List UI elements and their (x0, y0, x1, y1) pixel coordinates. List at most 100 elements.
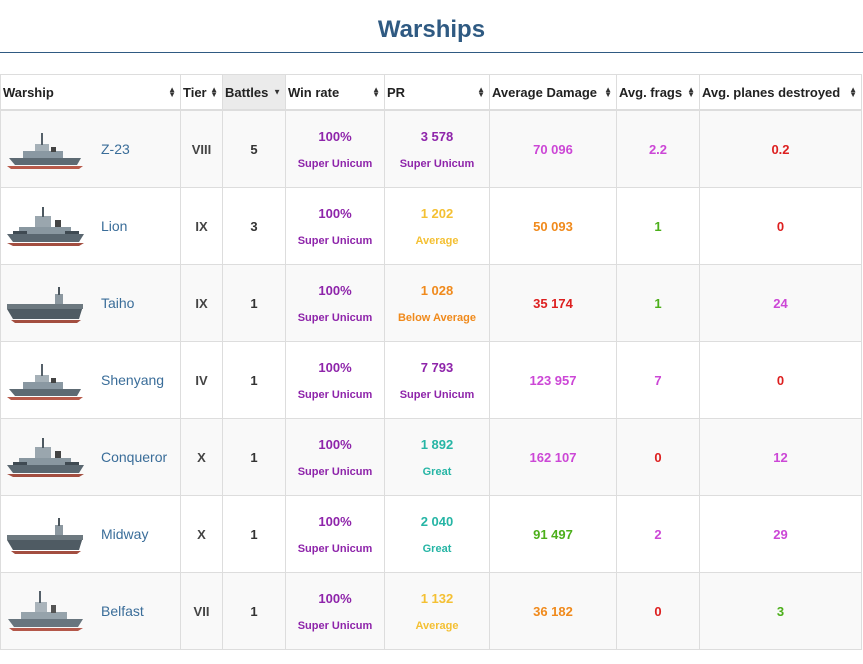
column-header-label: PR (387, 84, 406, 100)
winrate-value: 100% (318, 513, 352, 529)
battles-cell: 1 (222, 495, 286, 573)
pr-value: 7 793 (420, 359, 454, 375)
warships-table: Warship ▲ ▼ Tier ▲ ▼ Battles ▼ Win rate ▲ ▼ PR ▲ ▼ Ave… (0, 74, 862, 650)
sort-icon[interactable]: ▲ ▼ (849, 85, 857, 99)
column-header-avg-planes-destroyed[interactable]: Avg. planes destroyed ▲ ▼ (699, 74, 862, 111)
pr-cell: 2 040 Great (384, 495, 490, 573)
winrate-value: 100% (318, 128, 352, 144)
column-header-avg-frags[interactable]: Avg. frags ▲ ▼ (616, 74, 700, 111)
warship-name-link[interactable]: Z-23 (101, 141, 130, 157)
winrate-cell: 100% Super Unicum (285, 187, 385, 265)
pr-cell: 1 132 Average (384, 572, 490, 650)
winrate-rating-label: Super Unicum (297, 234, 373, 247)
average-damage-cell: 91 497 (489, 495, 617, 573)
page-title: Warships (0, 0, 863, 53)
sort-icon[interactable]: ▲ ▼ (477, 85, 485, 99)
avg-frags-cell: 7 (616, 341, 700, 419)
column-header-tier[interactable]: Tier ▲ ▼ (180, 74, 223, 111)
carrier-ship-icon (7, 287, 83, 323)
battles-cell: 1 (222, 572, 286, 650)
avg-frags-cell: 1 (616, 187, 700, 265)
average-damage-cell: 35 174 (489, 264, 617, 342)
warship-name-link[interactable]: Lion (101, 218, 128, 234)
winrate-rating-label: Super Unicum (297, 465, 373, 478)
column-header-label: Warship (3, 84, 54, 100)
column-header-average-damage[interactable]: Average Damage ▲ ▼ (489, 74, 617, 111)
warship-cell: Belfast (0, 572, 181, 650)
destroyer-ship-icon (7, 133, 83, 169)
battles-cell: 3 (222, 187, 286, 265)
table-body: Z-23 VIII 5 100% Super Unicum 3 578 Super Unic… (0, 109, 862, 650)
pr-cell: 3 578 Super Unicum (384, 109, 490, 188)
pr-cell: 7 793 Super Unicum (384, 341, 490, 419)
tier-cell: VII (180, 572, 223, 650)
sort-descending-icon[interactable]: ▼ (273, 87, 281, 97)
pr-rating-label: Average (415, 619, 459, 632)
winrate-rating-label: Super Unicum (297, 542, 373, 555)
winrate-cell: 100% Super Unicum (285, 418, 385, 496)
pr-value: 1 202 (420, 205, 454, 221)
average-damage-cell: 162 107 (489, 418, 617, 496)
warship-name-link[interactable]: Taiho (101, 295, 135, 311)
sort-icon[interactable]: ▲ ▼ (372, 85, 380, 99)
winrate-value: 100% (318, 359, 352, 375)
tier-cell: VIII (180, 109, 223, 188)
table-row: Belfast VII 1 100% Super Unicum 1 132 Average 3… (0, 572, 862, 650)
warship-name-link[interactable]: Shenyang (101, 372, 165, 388)
warship-cell: Lion (0, 187, 181, 265)
winrate-cell: 100% Super Unicum (285, 109, 385, 188)
column-header-pr[interactable]: PR ▲ ▼ (384, 74, 490, 111)
pr-cell: 1 028 Below Average (384, 264, 490, 342)
table-row: Z-23 VIII 5 100% Super Unicum 3 578 Super Unic… (0, 109, 862, 188)
warship-name-link[interactable]: Midway (101, 526, 149, 542)
warship-cell: Shenyang (0, 341, 181, 419)
tier-cell: X (180, 495, 223, 573)
winrate-value: 100% (318, 590, 352, 606)
winrate-rating-label: Super Unicum (297, 388, 373, 401)
table-row: Lion IX 3 100% Super Unicum 1 202 Average 50 09… (0, 187, 862, 265)
destroyer-ship-icon (7, 364, 83, 400)
table-row: Shenyang IV 1 100% Super Unicum 7 793 Super Un… (0, 341, 862, 419)
pr-value: 1 028 (420, 282, 454, 298)
sort-icon[interactable]: ▲ ▼ (687, 85, 695, 99)
avg-frags-cell: 2 (616, 495, 700, 573)
column-header-win-rate[interactable]: Win rate ▲ ▼ (285, 74, 385, 111)
average-damage-cell: 50 093 (489, 187, 617, 265)
avg-planes-destroyed-cell: 0 (699, 187, 862, 265)
battles-cell: 5 (222, 109, 286, 188)
winrate-value: 100% (318, 205, 352, 221)
sort-icon[interactable]: ▲ ▼ (210, 85, 218, 99)
pr-rating-label: Average (415, 234, 459, 247)
cruiser-ship-icon (8, 591, 83, 631)
carrier-ship-icon (7, 518, 83, 554)
pr-rating-label: Below Average (397, 311, 477, 324)
tier-cell: IX (180, 187, 223, 265)
column-header-label: Win rate (288, 84, 340, 100)
winrate-cell: 100% Super Unicum (285, 572, 385, 650)
table-row: Taiho IX 1 100% Super Unicum 1 028 Below Avera… (0, 264, 862, 342)
winrate-rating-label: Super Unicum (297, 157, 373, 170)
tier-cell: X (180, 418, 223, 496)
avg-frags-cell: 1 (616, 264, 700, 342)
winrate-value: 100% (318, 282, 352, 298)
winrate-rating-label: Super Unicum (297, 311, 373, 324)
pr-rating-label: Great (422, 465, 452, 478)
sort-icon[interactable]: ▲ ▼ (168, 85, 176, 99)
tier-cell: IV (180, 341, 223, 419)
average-damage-cell: 36 182 (489, 572, 617, 650)
sort-icon[interactable]: ▲ ▼ (604, 85, 612, 99)
warship-name-link[interactable]: Belfast (101, 603, 144, 619)
pr-value: 1 132 (420, 590, 454, 606)
avg-planes-destroyed-cell: 0.2 (699, 109, 862, 188)
column-header-label: Avg. frags (619, 84, 683, 100)
table-row: Midway X 1 100% Super Unicum 2 040 Great 91 497… (0, 495, 862, 573)
avg-planes-destroyed-cell: 0 (699, 341, 862, 419)
warship-name-link[interactable]: Conqueror (101, 449, 168, 465)
avg-planes-destroyed-cell: 29 (699, 495, 862, 573)
warship-cell: Midway (0, 495, 181, 573)
pr-rating-label: Super Unicum (399, 388, 475, 401)
column-header-battles[interactable]: Battles ▼ (222, 74, 286, 111)
table-row: Conqueror X 1 100% Super Unicum 1 892 Great 162… (0, 418, 862, 496)
column-header-warship[interactable]: Warship ▲ ▼ (0, 74, 181, 111)
pr-value: 2 040 (420, 513, 454, 529)
